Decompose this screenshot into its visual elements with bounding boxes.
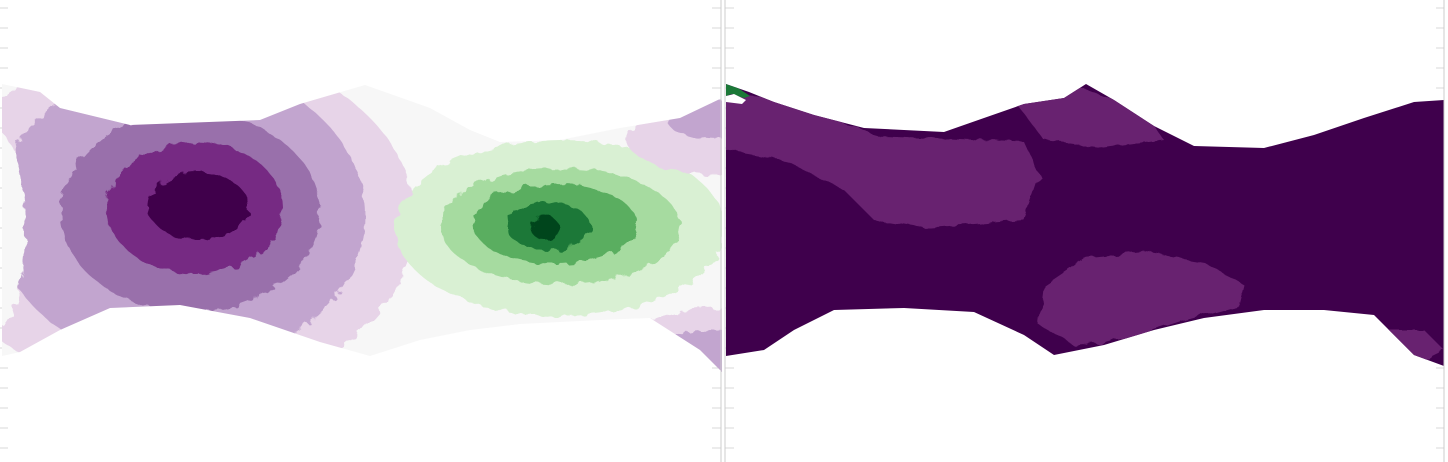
contour-band: [726, 94, 746, 104]
contour-panel-left: [0, 0, 722, 462]
contour-bands-left: [2, 84, 722, 372]
contour-bands-right: [726, 84, 1444, 366]
contour-band: [1014, 88, 1164, 148]
contour-band: [531, 216, 559, 240]
contour-band: [726, 95, 1039, 228]
contour-band: [657, 330, 722, 372]
contour-band: [1039, 252, 1244, 345]
contour-plot-left: [0, 0, 722, 462]
contour-band: [2, 130, 25, 330]
contour-panel-right: [724, 0, 1448, 462]
contour-band: [148, 172, 248, 240]
contour-plot-right: [724, 0, 1445, 462]
contour-band: [726, 84, 750, 98]
